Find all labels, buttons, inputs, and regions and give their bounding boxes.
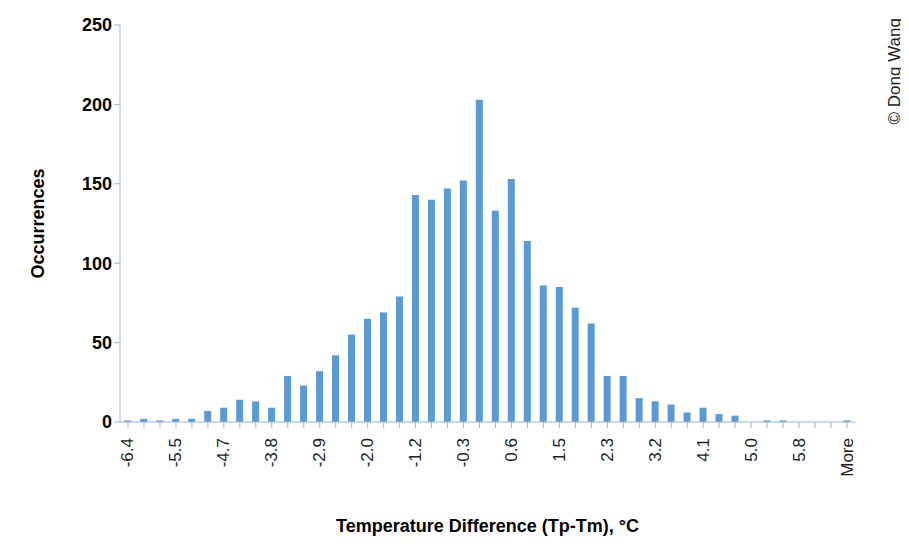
svg-text:-1.2: -1.2 [406,438,425,467]
svg-text:5.8: 5.8 [790,438,809,462]
html-text:© Dong Wang: © Dong Wang [885,18,904,125]
svg-text:-0.3: -0.3 [454,438,473,467]
svg-text:4.1: 4.1 [694,438,713,462]
svg-text:Occurrences: Occurrences [28,168,48,278]
svg-text:2.3: 2.3 [598,438,617,462]
svg-text:0.6: 0.6 [502,438,521,462]
svg-text:-2.0: -2.0 [358,438,377,467]
svg-text:-3.8: -3.8 [262,438,281,467]
svg-text:Temperature Difference (Tp-Tm): Temperature Difference (Tp-Tm), °C [336,516,639,536]
svg-text:More: More [838,438,857,477]
svg-text:200: 200 [82,95,112,115]
svg-text:0: 0 [102,412,112,432]
svg-text:-5.5: -5.5 [166,438,185,467]
svg-text:5.0: 5.0 [742,438,761,462]
svg-text:250: 250 [82,15,112,35]
svg-text:-4.7: -4.7 [214,438,233,467]
svg-text:150: 150 [82,174,112,194]
svg-text:3.2: 3.2 [646,438,665,462]
svg-text:1.5: 1.5 [550,438,569,462]
svg-text:100: 100 [82,254,112,274]
svg-text:50: 50 [92,333,112,353]
svg-text:-2.9: -2.9 [310,438,329,467]
svg-text:-6.4: -6.4 [118,438,137,467]
